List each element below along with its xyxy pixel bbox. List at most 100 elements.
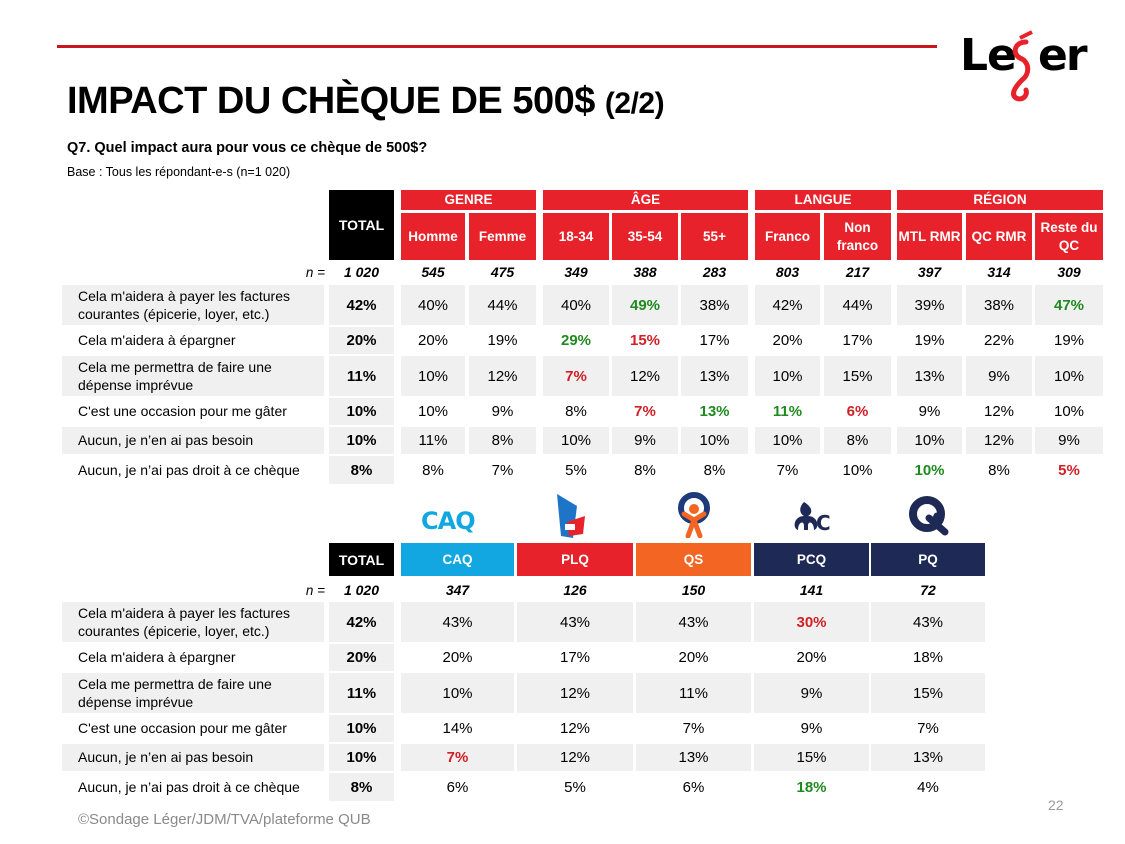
- table-cell: 8%: [634, 461, 656, 479]
- table-cell: 8%: [824, 427, 891, 454]
- table-cell: 9%: [1035, 427, 1103, 454]
- table-cell: 20%: [678, 649, 709, 666]
- n-value: 141: [799, 582, 824, 598]
- table-cell: 12%: [983, 403, 1015, 420]
- title-part: (2/2): [604, 87, 665, 120]
- total-header: TOTAL: [329, 190, 394, 260]
- n-value: 388: [633, 264, 657, 280]
- row-label: Aucun, je n’en ai pas besoin: [62, 744, 324, 771]
- row-total: 10%: [329, 744, 394, 771]
- table-cell: 12%: [517, 744, 633, 771]
- table-cell: 7%: [682, 720, 705, 737]
- table-cell: 9%: [491, 403, 514, 420]
- column-header: Non franco: [824, 213, 891, 260]
- column-header: QC RMR: [966, 213, 1032, 260]
- table-cell: 15%: [754, 744, 869, 771]
- table-cell: 13%: [636, 744, 751, 771]
- n-value: 314: [987, 264, 1011, 280]
- n-value: 150: [681, 582, 706, 598]
- title-main: IMPACT DU CHÈQUE DE 500$: [67, 80, 595, 122]
- table-cell: 12%: [469, 356, 536, 396]
- n-value: 475: [490, 264, 515, 280]
- party-header-pcq: PCQ: [754, 543, 869, 576]
- n-label-2: n =: [305, 582, 325, 598]
- table-cell: 43%: [636, 602, 751, 642]
- plq-logo-icon: [553, 492, 593, 547]
- table-cell: 8%: [422, 461, 444, 479]
- table-cell: 47%: [1035, 285, 1103, 325]
- table-cell: 15%: [629, 332, 661, 349]
- table-cell: 8%: [469, 427, 536, 454]
- group-header-1: ÂGE: [543, 190, 748, 210]
- base-text: Base : Tous les répondant-e-s (n=1 020): [67, 165, 291, 179]
- table-cell: 8%: [565, 403, 587, 420]
- table-cell: 17%: [699, 332, 730, 349]
- row-total: 10%: [329, 715, 394, 742]
- table-cell: 10%: [897, 427, 962, 454]
- table-cell: 11%: [636, 673, 751, 713]
- table-cell: 13%: [871, 744, 985, 771]
- table-cell: 43%: [871, 602, 985, 642]
- column-header: Homme: [401, 213, 465, 260]
- top-rule: [57, 45, 937, 48]
- table-cell: 30%: [754, 602, 869, 642]
- table-cell: 40%: [401, 285, 465, 325]
- svg-text:CAQ: CAQ: [421, 507, 475, 535]
- n-value: 126: [563, 582, 587, 598]
- table-cell: 20%: [772, 332, 803, 349]
- column-header: MTL RMR: [897, 213, 962, 260]
- row-label: Cela m'aidera à épargner: [78, 332, 236, 349]
- table-cell: 9%: [612, 427, 678, 454]
- table-cell: 44%: [469, 285, 536, 325]
- table-cell: 19%: [914, 332, 945, 349]
- table-cell: 8%: [703, 461, 726, 479]
- row-label: Cela m'aidera à payer les factures coura…: [62, 285, 324, 325]
- table-cell: 13%: [699, 403, 730, 420]
- table-cell: 10%: [543, 427, 609, 454]
- row-label: C'est une occasion pour me gâter: [78, 720, 287, 737]
- table-cell: 39%: [897, 285, 962, 325]
- n-total: 1 020: [343, 264, 380, 280]
- column-header: 18-34: [543, 213, 609, 260]
- column-header: Franco: [755, 213, 820, 260]
- table-cell: 38%: [966, 285, 1032, 325]
- row-total: 10%: [329, 398, 394, 425]
- table-cell: 12%: [559, 720, 591, 737]
- table-cell: 9%: [800, 720, 823, 737]
- table-cell: 38%: [681, 285, 748, 325]
- pq-logo-icon: [907, 496, 951, 541]
- table-cell: 42%: [755, 285, 820, 325]
- table-cell: 12%: [966, 427, 1032, 454]
- table-cell: 19%: [487, 332, 518, 349]
- table-cell: 11%: [401, 427, 465, 454]
- table-cell: 22%: [983, 332, 1015, 349]
- row-total: 11%: [329, 356, 394, 396]
- table-cell: 4%: [917, 778, 939, 796]
- table-cell: 14%: [442, 720, 473, 737]
- pcq-logo-icon: C: [788, 498, 838, 539]
- table-cell: 20%: [796, 649, 827, 666]
- row-total: 20%: [329, 327, 394, 354]
- table-cell: 13%: [681, 356, 748, 396]
- svg-text:L: L: [960, 30, 987, 81]
- table-cell: 9%: [966, 356, 1032, 396]
- row-total: 11%: [329, 673, 394, 713]
- n-value: 803: [775, 264, 800, 280]
- n-value: 349: [564, 264, 588, 280]
- party-header-qs: QS: [636, 543, 751, 576]
- svg-text:e: e: [987, 30, 1017, 81]
- table-cell: 5%: [564, 778, 586, 796]
- n-value: 545: [421, 264, 445, 280]
- table-cell: 7%: [917, 720, 939, 737]
- table-cell: 12%: [517, 673, 633, 713]
- table-cell: 18%: [912, 649, 944, 666]
- party-header-caq: CAQ: [401, 543, 514, 576]
- row-total: 42%: [329, 602, 394, 642]
- group-header-3: RÉGION: [897, 190, 1103, 210]
- table-cell: 6%: [846, 403, 869, 420]
- table-cell: 43%: [401, 602, 514, 642]
- footer-copyright: ©Sondage Léger/JDM/TVA/plateforme QUB: [78, 811, 371, 828]
- table-cell: 44%: [824, 285, 891, 325]
- svg-text:C: C: [816, 511, 831, 534]
- table-cell: 6%: [446, 778, 469, 796]
